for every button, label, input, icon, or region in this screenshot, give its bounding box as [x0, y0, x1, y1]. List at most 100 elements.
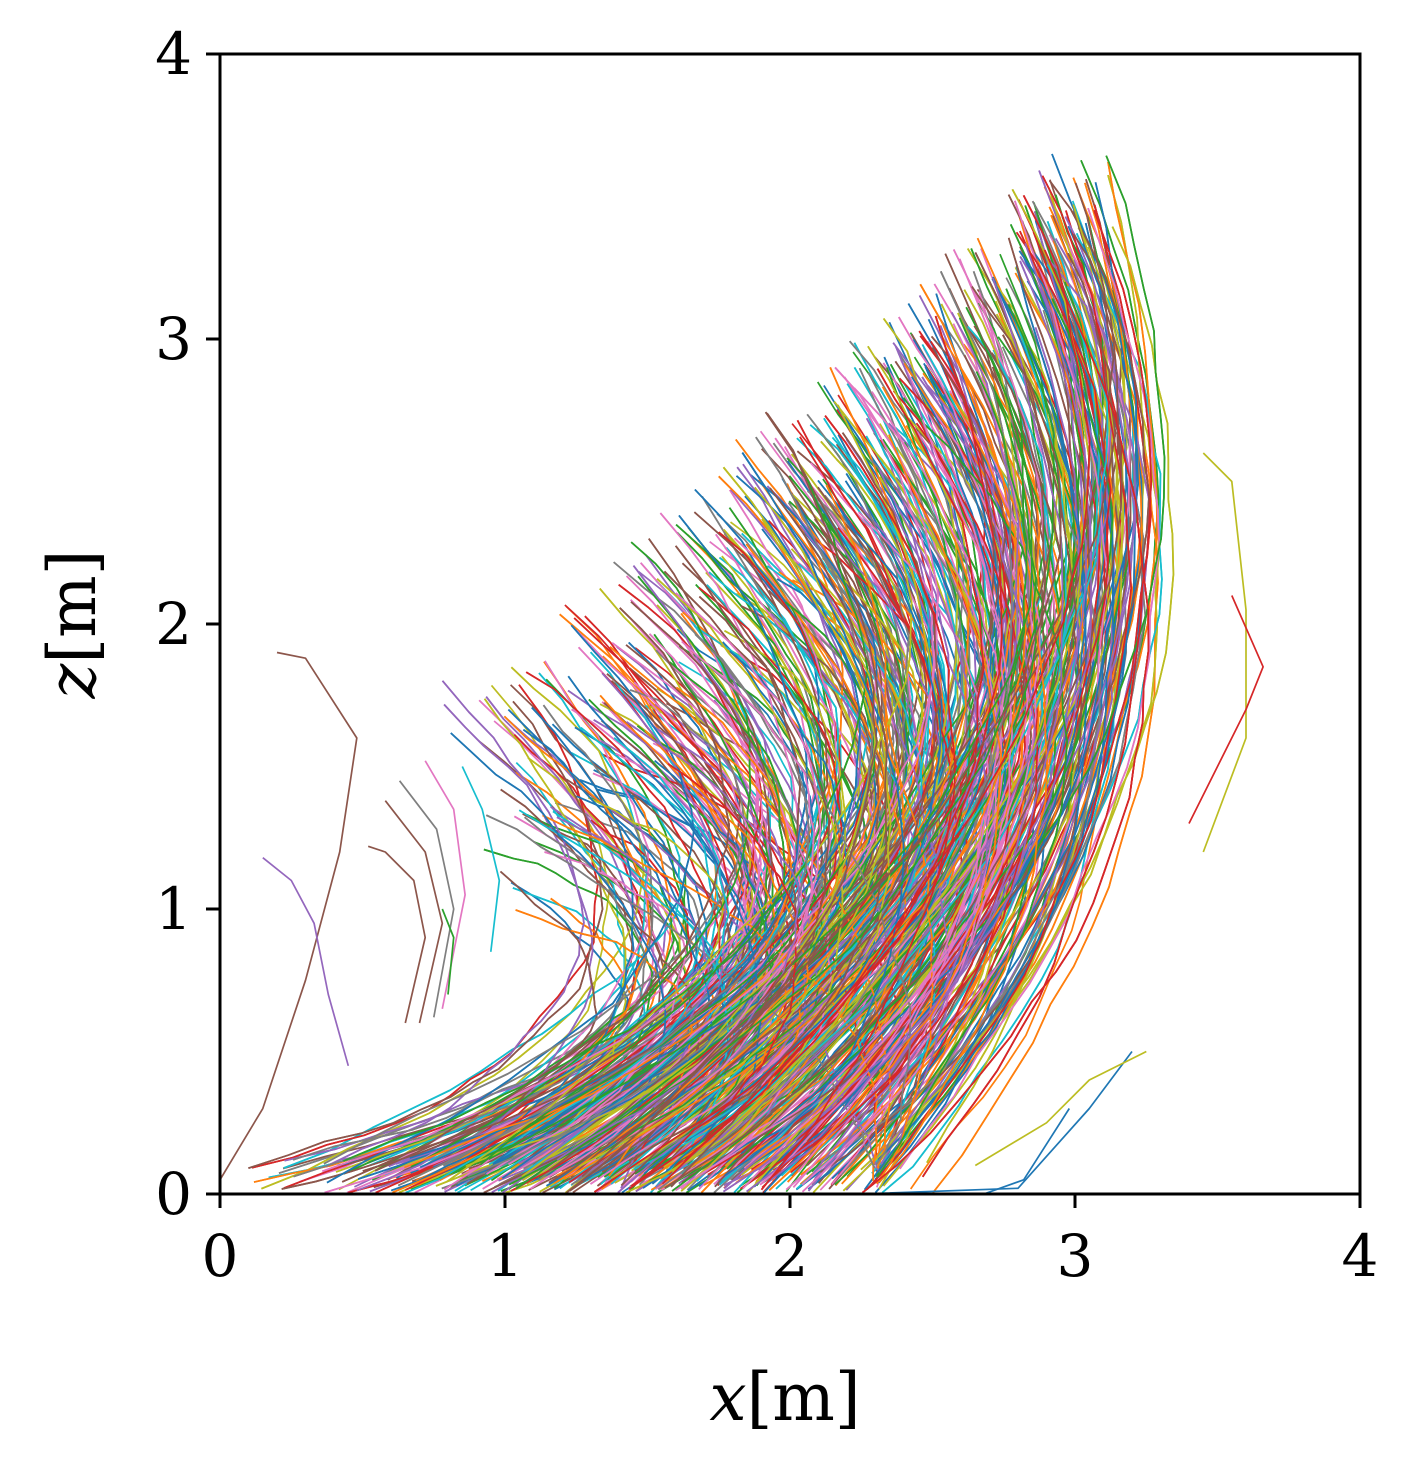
trajectory-line	[325, 703, 585, 1168]
trajectory-line	[220, 651, 358, 1181]
trajectory-line	[876, 397, 1069, 1178]
trajectory-line	[814, 259, 1151, 1180]
trajectory-line	[392, 686, 792, 1194]
trajectory-line	[552, 810, 737, 1185]
trajectory-line	[724, 452, 905, 1177]
trajectory-line	[566, 487, 878, 1194]
trajectory-line	[479, 457, 869, 1166]
trajectory-line	[638, 354, 1050, 1186]
x-tick-label: 4	[1342, 1222, 1379, 1290]
trajectory-line	[578, 486, 888, 1168]
trajectory-line	[746, 277, 1064, 1193]
y-tick-label: 1	[155, 875, 192, 943]
trajectory-line	[797, 387, 1003, 1173]
x-tick-label: 0	[202, 1222, 239, 1290]
trajectory-line	[723, 376, 1036, 1193]
trajectory-line	[384, 800, 444, 1024]
trajectory-line	[326, 624, 695, 1184]
trajectory-line	[508, 371, 1028, 1186]
trajectory-line	[341, 607, 730, 1183]
trajectory-line	[1202, 452, 1247, 853]
trajectory-line	[514, 851, 687, 1173]
trajectory-line	[766, 468, 988, 1184]
trajectory-line	[754, 298, 1121, 1185]
trajectory-line	[768, 434, 1003, 1191]
trajectory-line	[563, 393, 1027, 1181]
trajectory-line	[801, 200, 1109, 1186]
trajectory-line	[819, 366, 1083, 1173]
trajectory-line	[283, 752, 682, 1169]
trajectory-line	[565, 633, 804, 1179]
trajectory-line	[587, 325, 1047, 1177]
trajectory-line	[926, 187, 1124, 1164]
trajectory-line	[374, 511, 829, 1172]
y-axis-label: z[m]	[34, 550, 111, 700]
trajectory-line	[790, 419, 963, 1174]
trajectory-line	[281, 870, 598, 1190]
trajectory-line	[671, 298, 1114, 1192]
trajectory-line	[661, 195, 1091, 1185]
trajectory-line	[566, 333, 1020, 1176]
trajectory-line	[502, 495, 861, 1179]
trajectory-line	[556, 721, 800, 1161]
y-tick-label: 2	[155, 590, 192, 658]
y-tick-label: 0	[155, 1160, 192, 1228]
trajectory-line	[261, 666, 645, 1190]
trajectory-line	[801, 391, 1000, 1193]
trajectory-line	[251, 684, 599, 1169]
trajectory-line	[335, 796, 725, 1173]
trajectory-line	[409, 650, 849, 1159]
x-axis-label: x[m]	[709, 1359, 860, 1436]
trajectory-line	[441, 908, 455, 995]
trajectory-line	[878, 283, 1048, 1183]
trajectory-line	[736, 216, 1138, 1194]
trajectory-line	[262, 857, 350, 1067]
trajectory-line	[862, 249, 1150, 1194]
y-tick-label: 3	[155, 305, 192, 373]
trajectory-line	[660, 543, 909, 1191]
trajectory-line	[410, 541, 752, 1168]
trajectory-line	[497, 556, 839, 1192]
x-tick-label: 1	[487, 1222, 524, 1290]
axis-ticks: 0 1 2 3 4 0 1 2 3 4	[155, 20, 1378, 1290]
trajectory-line	[874, 265, 1088, 1181]
trajectory-line	[521, 518, 876, 1178]
trajectory-line	[590, 409, 1032, 1185]
trajectory-line	[439, 661, 673, 1182]
trajectory-line	[1188, 595, 1264, 824]
trajectory-line	[465, 555, 847, 1167]
trajectory-line	[367, 845, 427, 1024]
trajectory-line	[664, 252, 1077, 1189]
trajectory-line	[974, 1050, 1147, 1167]
trajectory-line	[582, 313, 1073, 1169]
trajectory-line	[541, 537, 841, 1172]
trajectory-line	[398, 780, 455, 1018]
trajectory-lines	[220, 153, 1264, 1194]
trajectory-line	[742, 431, 1005, 1190]
y-tick-label: 4	[155, 20, 192, 88]
trajectory-line	[842, 226, 1175, 1192]
trajectory-line	[251, 684, 599, 1169]
x-tick-label: 2	[772, 1222, 809, 1290]
trajectory-line	[461, 766, 501, 952]
trajectory-line	[921, 210, 1153, 1178]
trajectory-line	[878, 153, 1143, 1184]
trajectory-line	[248, 700, 604, 1170]
trajectory-line	[594, 315, 1003, 1193]
trajectory-line	[759, 390, 1041, 1186]
trajectory-line	[620, 601, 797, 1187]
trajectory-line	[424, 760, 466, 1009]
trajectory-line	[861, 1050, 1133, 1194]
trajectory-line	[443, 366, 939, 1191]
trajectory-line	[559, 345, 959, 1161]
trajectory-line	[807, 243, 1093, 1192]
trajectory-line	[685, 368, 985, 1160]
x-tick-label: 3	[1057, 1222, 1094, 1290]
trajectory-line	[418, 752, 747, 1171]
trajectory-line	[323, 689, 747, 1165]
trajectory-line	[581, 334, 1062, 1178]
trajectory-line	[792, 511, 990, 1188]
trajectory-line	[533, 182, 1115, 1166]
trajectory-line	[983, 1108, 1071, 1194]
